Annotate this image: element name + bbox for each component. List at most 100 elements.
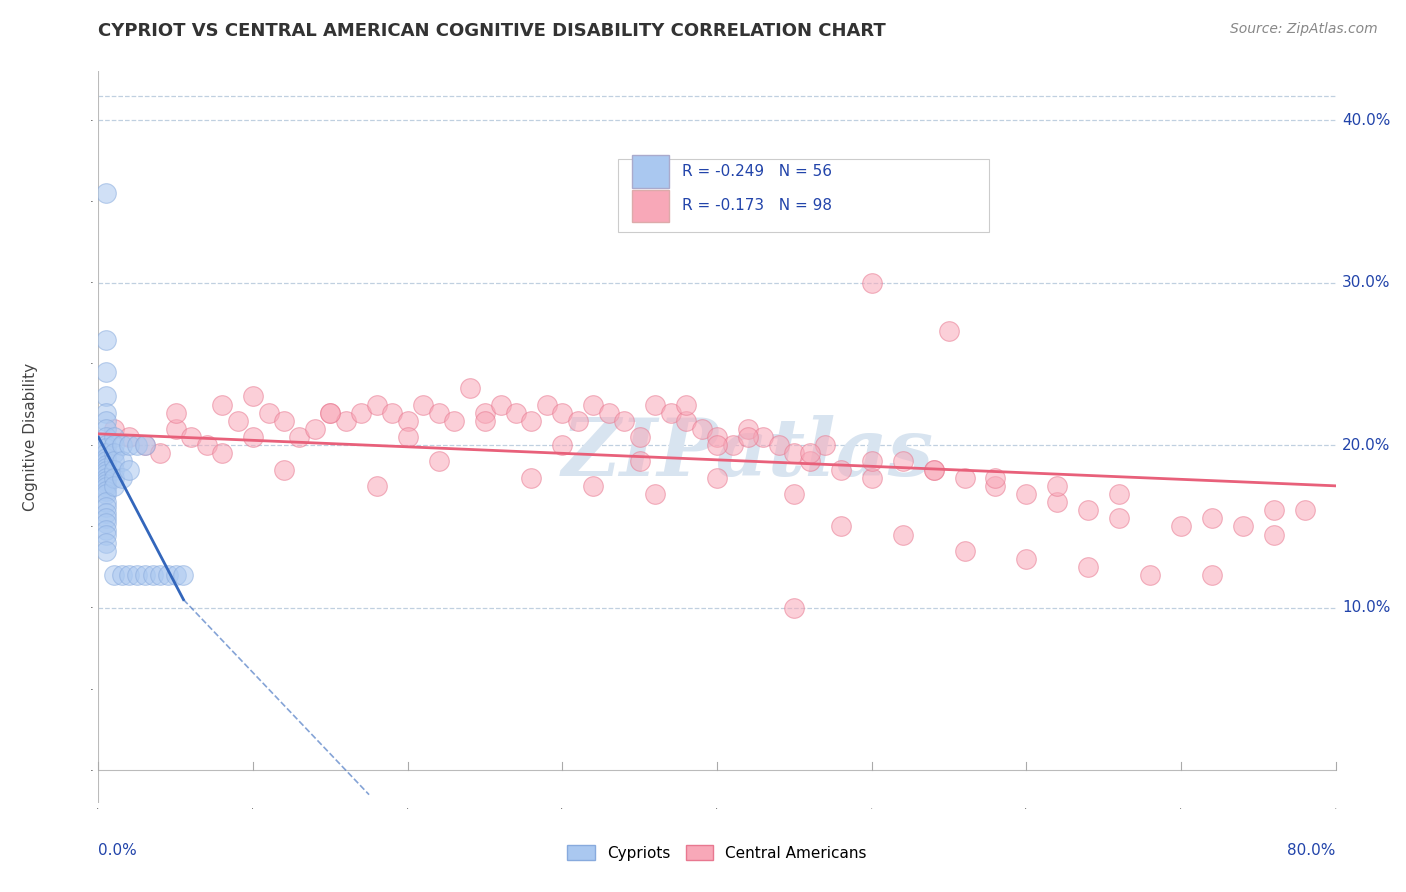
Point	[628, 454, 651, 468]
Point	[96, 333, 118, 347]
Point	[659, 406, 682, 420]
Point	[118, 568, 141, 582]
Point	[103, 462, 125, 476]
Point	[288, 430, 311, 444]
Point	[319, 406, 342, 420]
Point	[582, 479, 605, 493]
Point	[520, 414, 543, 428]
Point	[96, 430, 118, 444]
Text: 0.0%: 0.0%	[98, 843, 138, 858]
Point	[103, 454, 125, 468]
Point	[366, 398, 388, 412]
Point	[134, 438, 156, 452]
Point	[242, 430, 264, 444]
Point	[165, 568, 187, 582]
Point	[737, 430, 759, 444]
Point	[96, 454, 118, 468]
Point	[1263, 503, 1285, 517]
Point	[103, 422, 125, 436]
Text: CYPRIOT VS CENTRAL AMERICAN COGNITIVE DISABILITY CORRELATION CHART: CYPRIOT VS CENTRAL AMERICAN COGNITIVE DI…	[98, 22, 886, 40]
Point	[1015, 487, 1038, 501]
Point	[96, 422, 118, 436]
Point	[141, 568, 165, 582]
Point	[1108, 487, 1130, 501]
Point	[706, 430, 728, 444]
Point	[211, 398, 233, 412]
Point	[96, 487, 118, 501]
Point	[830, 462, 852, 476]
Point	[628, 430, 651, 444]
Point	[891, 454, 914, 468]
Point	[96, 458, 118, 472]
Point	[783, 600, 806, 615]
Point	[134, 568, 156, 582]
Point	[127, 438, 149, 452]
Point	[860, 276, 883, 290]
Point	[1139, 568, 1161, 582]
Text: Source: ZipAtlas.com: Source: ZipAtlas.com	[1230, 22, 1378, 37]
Point	[111, 454, 132, 468]
Point	[783, 487, 806, 501]
Point	[103, 438, 125, 452]
Text: 20.0%: 20.0%	[1341, 438, 1391, 453]
Point	[103, 471, 125, 485]
Point	[1046, 495, 1069, 509]
Point	[118, 430, 141, 444]
Point	[96, 500, 118, 514]
Point	[953, 471, 976, 485]
Point	[458, 381, 481, 395]
Point	[1201, 568, 1223, 582]
Point	[96, 461, 118, 475]
Point	[257, 406, 280, 420]
Text: 30.0%: 30.0%	[1341, 275, 1391, 290]
Point	[752, 430, 775, 444]
Point	[860, 454, 883, 468]
Point	[350, 406, 373, 420]
Point	[644, 487, 666, 501]
Point	[489, 398, 512, 412]
Point	[195, 438, 218, 452]
Point	[96, 535, 118, 549]
Point	[474, 414, 496, 428]
Point	[211, 446, 233, 460]
Point	[96, 474, 118, 488]
Point	[721, 438, 744, 452]
Point	[96, 523, 118, 537]
Point	[149, 446, 172, 460]
Point	[96, 446, 118, 460]
Point	[799, 446, 821, 460]
Point	[814, 438, 837, 452]
Text: 40.0%: 40.0%	[1341, 112, 1391, 128]
Point	[768, 438, 790, 452]
Text: Cognitive Disability: Cognitive Disability	[22, 363, 38, 511]
Point	[134, 438, 156, 452]
Point	[1077, 503, 1099, 517]
Point	[96, 480, 118, 494]
Point	[180, 430, 202, 444]
Point	[96, 389, 118, 403]
Point	[891, 527, 914, 541]
Point	[96, 414, 118, 428]
Point	[172, 568, 194, 582]
Point	[505, 406, 527, 420]
Point	[984, 479, 1007, 493]
Point	[111, 568, 132, 582]
Point	[366, 479, 388, 493]
Point	[1232, 519, 1254, 533]
Point	[96, 471, 118, 485]
Point	[1108, 511, 1130, 525]
Point	[427, 454, 450, 468]
Point	[1077, 560, 1099, 574]
Point	[830, 519, 852, 533]
Point	[783, 446, 806, 460]
Point	[427, 406, 450, 420]
Point	[273, 414, 295, 428]
Point	[675, 398, 697, 412]
Point	[613, 414, 636, 428]
Point	[96, 483, 118, 498]
Point	[706, 471, 728, 485]
Point	[1046, 479, 1069, 493]
Point	[690, 422, 713, 436]
Point	[922, 462, 945, 476]
Point	[96, 464, 118, 478]
